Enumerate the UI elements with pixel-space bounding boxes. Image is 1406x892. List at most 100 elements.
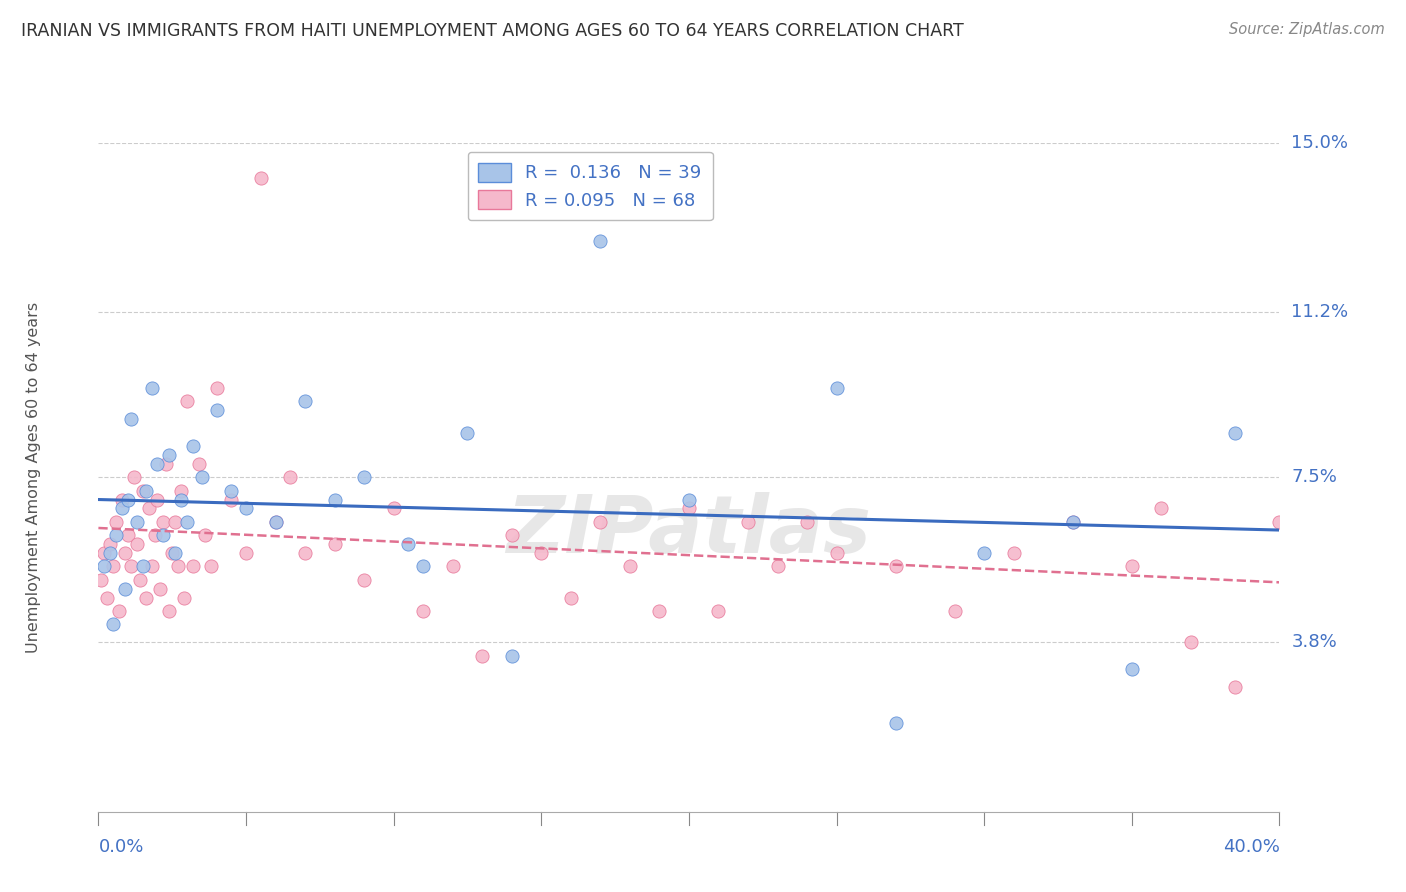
Point — [973, 546, 995, 560]
Point — [120, 559, 142, 574]
Legend: R =  0.136   N = 39, R = 0.095   N = 68: R = 0.136 N = 39, R = 0.095 N = 68 — [468, 152, 713, 220]
Text: 15.0%: 15.0% — [1291, 134, 1348, 152]
Point — [294, 394, 316, 409]
Point — [264, 515, 287, 529]
Point — [205, 381, 228, 395]
Point — [1062, 515, 1084, 529]
Point — [146, 457, 169, 471]
Text: Unemployment Among Ages 60 to 64 years: Unemployment Among Ages 60 to 64 years — [25, 301, 41, 653]
Point — [155, 457, 177, 471]
Point — [162, 546, 183, 560]
Point — [114, 546, 136, 560]
Point — [176, 515, 198, 529]
Point — [737, 515, 759, 529]
Point — [176, 394, 198, 409]
Point — [678, 501, 700, 516]
Point — [146, 492, 169, 507]
Point — [120, 412, 142, 426]
Point — [152, 528, 174, 542]
Point — [135, 591, 157, 605]
Point — [117, 492, 139, 507]
Text: 0.0%: 0.0% — [98, 838, 143, 856]
Point — [181, 559, 204, 574]
Point — [323, 492, 346, 507]
Point — [1121, 559, 1143, 574]
Point — [132, 483, 155, 498]
Point — [412, 559, 434, 574]
Point — [111, 492, 134, 507]
Point — [167, 559, 190, 574]
Text: Source: ZipAtlas.com: Source: ZipAtlas.com — [1229, 22, 1385, 37]
Text: 3.8%: 3.8% — [1291, 633, 1337, 651]
Point — [173, 591, 195, 605]
Point — [219, 483, 243, 498]
Point — [825, 546, 848, 560]
Point — [1223, 680, 1246, 694]
Point — [501, 528, 523, 542]
Text: ZIPatlas: ZIPatlas — [506, 491, 872, 570]
Point — [141, 559, 163, 574]
Point — [884, 715, 907, 730]
Point — [105, 528, 128, 542]
Text: 7.5%: 7.5% — [1291, 468, 1337, 486]
Point — [471, 648, 494, 663]
Point — [1150, 501, 1173, 516]
Point — [165, 546, 187, 560]
Point — [412, 604, 434, 618]
Point — [141, 381, 163, 395]
Point — [108, 604, 131, 618]
Point — [96, 591, 118, 605]
Point — [117, 528, 139, 542]
Point — [135, 483, 157, 498]
Point — [165, 515, 187, 529]
Point — [235, 501, 257, 516]
Point — [103, 559, 125, 574]
Point — [382, 501, 405, 516]
Point — [1223, 425, 1246, 440]
Point — [205, 403, 228, 417]
Point — [396, 537, 419, 551]
Point — [456, 425, 478, 440]
Point — [93, 559, 115, 574]
Point — [111, 501, 134, 516]
Point — [219, 492, 243, 507]
Point — [138, 501, 160, 516]
Point — [93, 546, 115, 560]
Point — [278, 470, 302, 484]
Point — [114, 582, 136, 596]
Point — [264, 515, 287, 529]
Point — [191, 470, 214, 484]
Point — [796, 515, 818, 529]
Point — [157, 448, 180, 462]
Point — [501, 648, 523, 663]
Point — [98, 537, 121, 551]
Point — [884, 559, 907, 574]
Point — [143, 528, 166, 542]
Point — [707, 604, 730, 618]
Point — [103, 617, 125, 632]
Point — [825, 381, 848, 395]
Point — [1121, 662, 1143, 676]
Point — [132, 559, 155, 574]
Point — [250, 171, 273, 186]
Point — [194, 528, 217, 542]
Point — [149, 582, 172, 596]
Point — [128, 573, 150, 587]
Point — [152, 515, 174, 529]
Point — [589, 234, 612, 248]
Text: 40.0%: 40.0% — [1223, 838, 1279, 856]
Text: 11.2%: 11.2% — [1291, 303, 1348, 321]
Point — [125, 537, 148, 551]
Point — [122, 470, 145, 484]
Point — [323, 537, 346, 551]
Point — [619, 559, 641, 574]
Point — [1268, 515, 1291, 529]
Point — [589, 515, 612, 529]
Point — [560, 591, 582, 605]
Point — [1180, 635, 1202, 649]
Point — [353, 470, 375, 484]
Point — [200, 559, 222, 574]
Point — [530, 546, 553, 560]
Point — [1062, 515, 1084, 529]
Point — [441, 559, 464, 574]
